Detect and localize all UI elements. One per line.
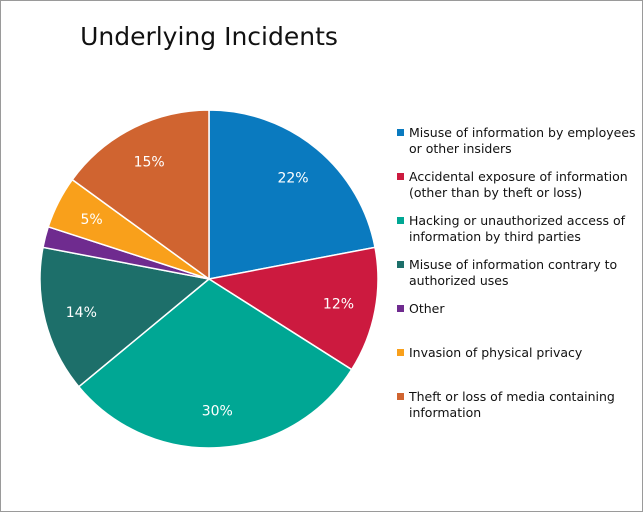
legend-swatch	[397, 393, 404, 400]
pie-slice	[77, 278, 353, 449]
legend-swatch	[397, 349, 404, 356]
data-label: 22%	[277, 170, 308, 186]
legend-item: Invasion of physical privacy	[397, 345, 582, 361]
legend-label: Misuse of information by employees or ot…	[409, 125, 636, 156]
legend-item: Theft or loss of media containing inform…	[397, 389, 642, 421]
legend-swatch	[397, 129, 404, 136]
legend-swatch	[397, 217, 404, 224]
pie-slice	[208, 109, 376, 280]
chart-title: Underlying Incidents	[80, 22, 338, 51]
legend-item: Accidental exposure of information (othe…	[397, 169, 642, 201]
legend-item: Other	[397, 301, 445, 317]
legend-swatch	[397, 173, 404, 180]
data-label: 14%	[66, 305, 97, 321]
legend-label: Hacking or unauthorized access of inform…	[409, 213, 626, 244]
data-label: 12%	[323, 297, 354, 313]
pie-slice	[206, 246, 379, 371]
pie-slice	[39, 246, 211, 388]
legend-swatch	[397, 305, 404, 312]
legend-label: Accidental exposure of information (othe…	[409, 169, 628, 200]
legend-label: Other	[409, 301, 445, 316]
data-label: 2%	[14, 225, 36, 241]
pie-slice	[71, 109, 210, 281]
legend-label: Theft or loss of media containing inform…	[409, 389, 615, 420]
data-label: 30%	[202, 404, 233, 420]
legend-label: Invasion of physical privacy	[409, 345, 583, 360]
data-label: 15%	[134, 155, 165, 171]
data-label: 5%	[80, 212, 102, 228]
legend-item: Hacking or unauthorized access of inform…	[397, 213, 642, 245]
legend-swatch	[397, 261, 404, 268]
legend-item: Misuse of information contrary to author…	[397, 257, 642, 289]
legend-item: Misuse of information by employees or ot…	[397, 125, 642, 157]
legend-label: Misuse of information contrary to author…	[409, 257, 618, 288]
